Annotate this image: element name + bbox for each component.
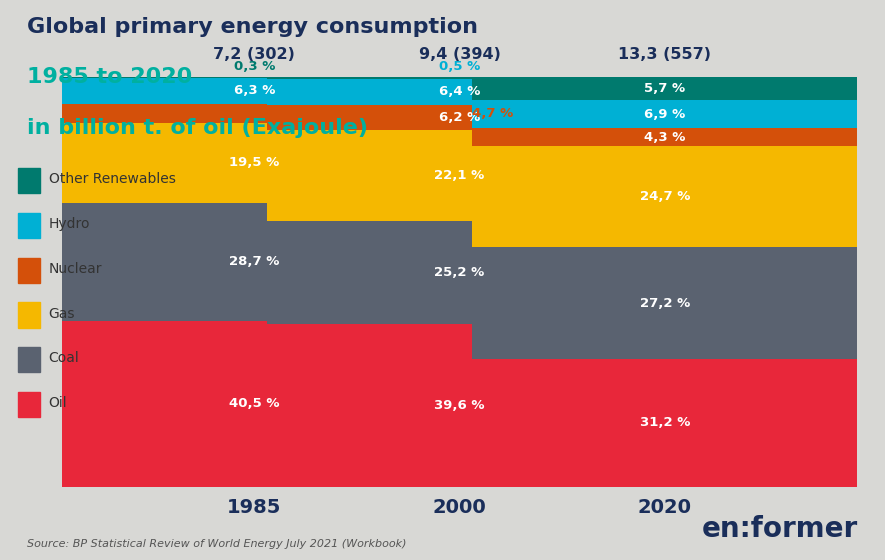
Text: 31,2 %: 31,2 %	[640, 417, 690, 430]
Bar	[267, 324, 652, 487]
Text: 4,7 %: 4,7 %	[473, 107, 513, 120]
Text: Hydro: Hydro	[49, 217, 90, 231]
Bar	[473, 248, 858, 359]
Bar	[473, 359, 858, 487]
Bar	[267, 78, 652, 105]
Text: 13,3 (557): 13,3 (557)	[619, 47, 712, 62]
Text: 7,2 (302): 7,2 (302)	[213, 47, 296, 62]
Text: 40,5 %: 40,5 %	[229, 397, 280, 410]
Text: en:former: en:former	[702, 515, 858, 543]
Text: Nuclear: Nuclear	[49, 262, 102, 276]
Bar	[267, 105, 652, 130]
Text: 6,2 %: 6,2 %	[439, 111, 481, 124]
Bar	[267, 130, 652, 221]
Text: 1985 to 2020: 1985 to 2020	[27, 67, 192, 87]
Text: Other Renewables: Other Renewables	[49, 172, 175, 186]
Bar	[62, 321, 447, 487]
Bar	[62, 203, 447, 321]
Bar	[62, 123, 447, 203]
Text: 0,3 %: 0,3 %	[234, 60, 275, 73]
Text: Oil: Oil	[49, 396, 67, 410]
Text: 24,7 %: 24,7 %	[640, 190, 690, 203]
Text: Global primary energy consumption: Global primary energy consumption	[27, 17, 478, 37]
Bar	[473, 100, 858, 128]
Text: 5,7 %: 5,7 %	[644, 82, 685, 95]
Text: 28,7 %: 28,7 %	[229, 255, 280, 268]
Bar	[62, 104, 447, 123]
Bar	[473, 128, 858, 146]
Text: 22,1 %: 22,1 %	[435, 169, 485, 182]
Text: Coal: Coal	[49, 352, 80, 365]
Bar	[267, 221, 652, 324]
Bar	[473, 77, 858, 100]
Text: 6,3 %: 6,3 %	[234, 84, 275, 97]
Text: 0,5 %: 0,5 %	[439, 60, 481, 73]
Text: 39,6 %: 39,6 %	[435, 399, 485, 412]
Text: Gas: Gas	[49, 306, 75, 320]
Text: 6,9 %: 6,9 %	[644, 108, 685, 120]
Bar	[473, 146, 858, 248]
Text: 19,5 %: 19,5 %	[229, 156, 280, 170]
Text: 4,3 %: 4,3 %	[644, 130, 686, 143]
Text: Source: BP Statistical Review of World Energy July 2021 (Workbook): Source: BP Statistical Review of World E…	[27, 539, 406, 549]
Text: 9,4 (394): 9,4 (394)	[419, 47, 501, 62]
Bar	[267, 77, 652, 78]
Text: 27,2 %: 27,2 %	[640, 297, 690, 310]
Bar	[62, 78, 447, 104]
Text: 25,2 %: 25,2 %	[435, 266, 485, 279]
Text: 4,7 %: 4,7 %	[234, 107, 275, 120]
Text: 6,4 %: 6,4 %	[439, 85, 481, 98]
Bar	[62, 77, 447, 78]
Text: in billion t. of oil (Exajoule): in billion t. of oil (Exajoule)	[27, 118, 367, 138]
